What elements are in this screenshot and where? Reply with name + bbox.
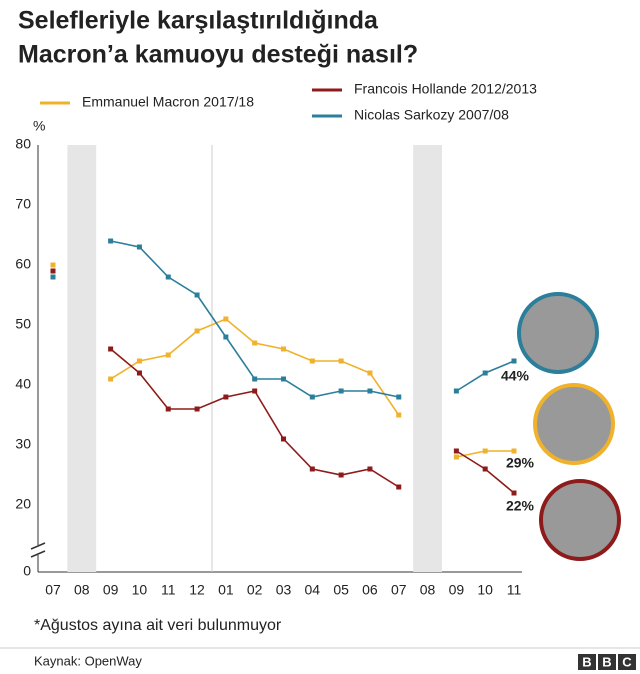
- logo-box: [598, 654, 616, 670]
- point: [108, 346, 114, 352]
- portrait: [533, 383, 615, 465]
- point: [50, 274, 56, 280]
- point: [50, 262, 56, 268]
- point: [281, 376, 286, 382]
- x-tick-label: 02: [247, 582, 263, 598]
- point: [165, 352, 171, 358]
- point: [482, 370, 488, 376]
- point: [367, 466, 373, 472]
- axis-break: [30, 550, 46, 558]
- logo-letter: B: [602, 654, 611, 669]
- y-tick-label: 20: [15, 496, 31, 512]
- point: [165, 274, 171, 280]
- x-tick-label: 03: [276, 582, 292, 598]
- point: [511, 358, 517, 364]
- x-tick-label: 07: [391, 582, 407, 598]
- axis-break: [30, 542, 46, 550]
- source: Kaynak: OpenWay: [34, 653, 142, 668]
- portrait: [539, 479, 621, 561]
- point: [453, 448, 459, 454]
- x-tick-label: 05: [333, 582, 349, 598]
- x-tick-label: 09: [103, 582, 119, 598]
- point: [511, 448, 517, 454]
- point: [309, 466, 315, 472]
- end-label: 44%: [501, 368, 530, 384]
- point: [50, 268, 56, 274]
- no-data-band: [413, 145, 442, 572]
- y-tick-label: 80: [15, 136, 31, 152]
- series-line: [110, 240, 399, 398]
- footnote: *Ağustos ayına ait veri bulunmuyor: [34, 617, 282, 634]
- x-tick-label: 12: [189, 582, 205, 598]
- portrait: [517, 292, 599, 374]
- y-tick-label: 50: [15, 316, 31, 332]
- point: [453, 454, 459, 460]
- series-line: [110, 318, 400, 416]
- chart-title: Selefleriyle karşılaştırıldığında: [18, 7, 379, 35]
- point: [482, 466, 488, 472]
- legend-label: Nicolas Sarkozy 2007/08: [354, 107, 509, 123]
- x-tick-label: 11: [507, 582, 522, 598]
- logo-box: [578, 654, 596, 670]
- point: [309, 358, 315, 364]
- point: [252, 388, 258, 394]
- series-line: [110, 348, 400, 488]
- point: [309, 394, 315, 400]
- end-label: 22%: [506, 498, 535, 514]
- point: [338, 472, 344, 478]
- point: [252, 376, 258, 382]
- y-tick-label: 70: [15, 196, 31, 212]
- x-tick-label: 06: [362, 582, 378, 598]
- y-tick-label: 40: [15, 376, 31, 392]
- point: [223, 316, 229, 322]
- point: [338, 358, 344, 364]
- point: [252, 340, 258, 346]
- point: [194, 406, 200, 412]
- chart-title: Macron’a kamuoyu desteği nasıl?: [18, 41, 418, 69]
- point: [482, 448, 488, 454]
- point: [223, 394, 229, 400]
- point: [165, 406, 171, 412]
- x-tick-label: 08: [420, 582, 436, 598]
- legend-label: Emmanuel Macron 2017/18: [82, 94, 254, 110]
- point: [136, 244, 142, 250]
- x-tick-label: 08: [74, 582, 90, 598]
- point: [194, 328, 200, 334]
- x-tick-label: 10: [132, 582, 148, 598]
- x-tick-label: 11: [161, 582, 176, 598]
- legend-label: Francois Hollande 2012/2013: [354, 81, 537, 97]
- logo-box: [618, 654, 636, 670]
- point: [108, 376, 114, 382]
- point: [396, 394, 402, 400]
- point: [136, 370, 142, 376]
- x-tick-label: 09: [449, 582, 465, 598]
- point: [223, 334, 229, 340]
- y-axis-label: %: [33, 118, 45, 134]
- y-tick-label: 60: [15, 256, 31, 272]
- point: [396, 412, 402, 418]
- y-tick-label: 30: [15, 436, 31, 452]
- no-data-band: [67, 145, 97, 572]
- x-tick-label: 07: [45, 582, 61, 598]
- point: [108, 238, 114, 244]
- point: [281, 436, 286, 442]
- point: [367, 370, 373, 376]
- logo-letter: C: [622, 654, 632, 669]
- point: [281, 346, 286, 352]
- point: [136, 358, 142, 364]
- point: [396, 484, 402, 490]
- x-tick-label: 04: [305, 582, 321, 598]
- end-label: 29%: [506, 455, 535, 471]
- y-tick-label: 0: [23, 563, 31, 579]
- point: [367, 388, 373, 394]
- point: [338, 388, 344, 394]
- point: [453, 388, 459, 394]
- logo-letter: B: [582, 654, 591, 669]
- x-tick-label: 10: [477, 582, 493, 598]
- point: [511, 490, 517, 496]
- x-tick-label: 01: [218, 582, 234, 598]
- point: [194, 292, 200, 298]
